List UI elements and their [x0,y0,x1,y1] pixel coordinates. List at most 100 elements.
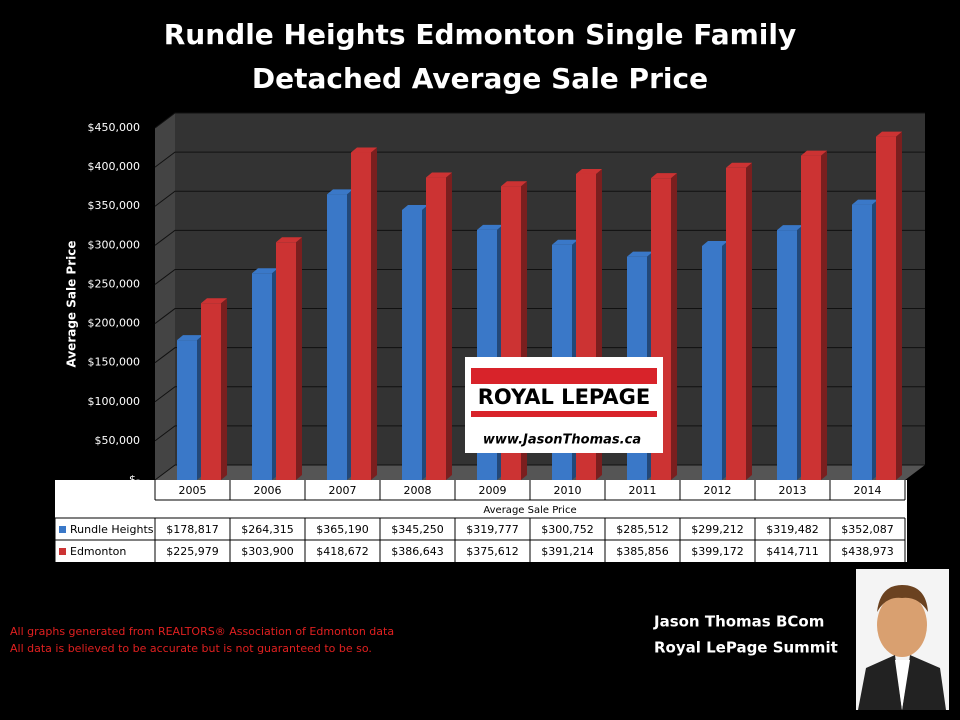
bar-top [552,239,578,245]
table-value: $225,979 [166,545,219,558]
logo-band [471,368,657,384]
y-tick-label: $400,000 [88,160,141,173]
bar [351,152,371,480]
y-tick-label: $- [129,473,140,486]
table-value: $319,777 [466,523,519,536]
table-value: $345,250 [391,523,444,536]
bar-top [627,251,653,257]
bar-top [777,225,803,231]
table-value: $299,212 [691,523,744,536]
footnote: All graphs generated from REALTORS® Asso… [10,625,394,638]
x-tick-label: 2009 [479,484,507,497]
side-wall [155,113,175,480]
bar-top [477,224,503,230]
table-value: $438,973 [841,545,894,558]
logo: ROYAL LEPAGE www.JasonThomas.ca [465,357,663,453]
bar [201,303,221,480]
x-tick-label: 2005 [179,484,207,497]
bar-top [351,147,377,153]
table-value: $414,711 [766,545,819,558]
photo-hair [877,585,928,612]
bar [726,167,746,480]
agent-photo [856,569,949,710]
bar-side [221,298,227,480]
table-value: $319,482 [766,523,819,536]
x-tick-label: 2012 [704,484,732,497]
bar-top [876,131,902,137]
table-value: $385,856 [616,545,669,558]
bar-top [576,168,602,174]
y-tick-label: $250,000 [88,277,141,290]
bar-top [852,199,878,205]
y-tick-label: $50,000 [95,434,141,447]
bar-side [896,131,902,481]
bar-top [801,150,827,156]
footnote: All data is believed to be accurate but … [10,642,372,655]
logo-brand: ROYAL LEPAGE [478,385,650,409]
y-tick-label: $150,000 [88,356,141,369]
bar-top [702,240,728,246]
bar-top [252,268,278,274]
x-tick-label: 2006 [254,484,282,497]
bar [801,155,821,481]
chart-title: Rundle Heights Edmonton Single Family [164,18,797,51]
bar [327,194,347,480]
data-table [55,480,907,562]
table-value: $285,512 [616,523,669,536]
photo-shirt [895,660,910,710]
bar [852,204,872,480]
bar [702,245,722,480]
y-tick-label: $350,000 [88,199,141,212]
photo-suit [858,655,946,710]
bar-side [671,173,677,480]
chart-title: Detached Average Sale Price [252,62,708,95]
bar-top [177,335,203,341]
table-value: $352,087 [841,523,894,536]
bar-top [276,237,302,243]
table-value: $303,900 [241,545,294,558]
x-tick-label: 2014 [854,484,882,497]
y-tick-label: $450,000 [88,121,141,134]
legend-swatch [59,526,66,533]
table-value: $178,817 [166,523,219,536]
legend-swatch [59,548,66,555]
bar [402,209,422,480]
x-tick-label: 2010 [554,484,582,497]
grid-line [154,112,925,129]
y-tick-label: $300,000 [88,238,141,251]
agent-company: Royal LePage Summit [654,639,838,657]
bar-side [821,150,827,481]
bar [876,136,896,481]
table-value: $386,643 [391,545,444,558]
y-tick-label: $100,000 [88,395,141,408]
bar-side [296,237,302,480]
bar-top [726,162,752,168]
bar-side [746,162,752,480]
bar-top [402,204,428,210]
logo-url: www.JasonThomas.ca [483,433,641,448]
bar-top [201,298,227,304]
table-value: $399,172 [691,545,744,558]
bar-side [371,147,377,480]
y-tick-label: $200,000 [88,317,141,330]
bar [177,340,197,480]
bar-top [327,189,353,195]
bar-top [651,173,677,179]
x-axis-title: Average Sale Price [483,505,576,516]
bar [777,230,797,480]
table-value: $300,752 [541,523,594,536]
bar [426,177,446,480]
x-tick-label: 2008 [404,484,432,497]
table-value: $365,190 [316,523,369,536]
x-tick-label: 2013 [779,484,807,497]
table-value: $391,214 [541,545,594,558]
table-value: $418,672 [316,545,369,558]
bar-side [446,172,452,480]
table-value: $375,612 [466,545,519,558]
table-value: $264,315 [241,523,294,536]
bar [276,242,296,480]
y-axis-title: Average Sale Price [65,241,79,368]
logo-band [471,411,657,417]
legend-label: Rundle Heights [70,523,154,536]
